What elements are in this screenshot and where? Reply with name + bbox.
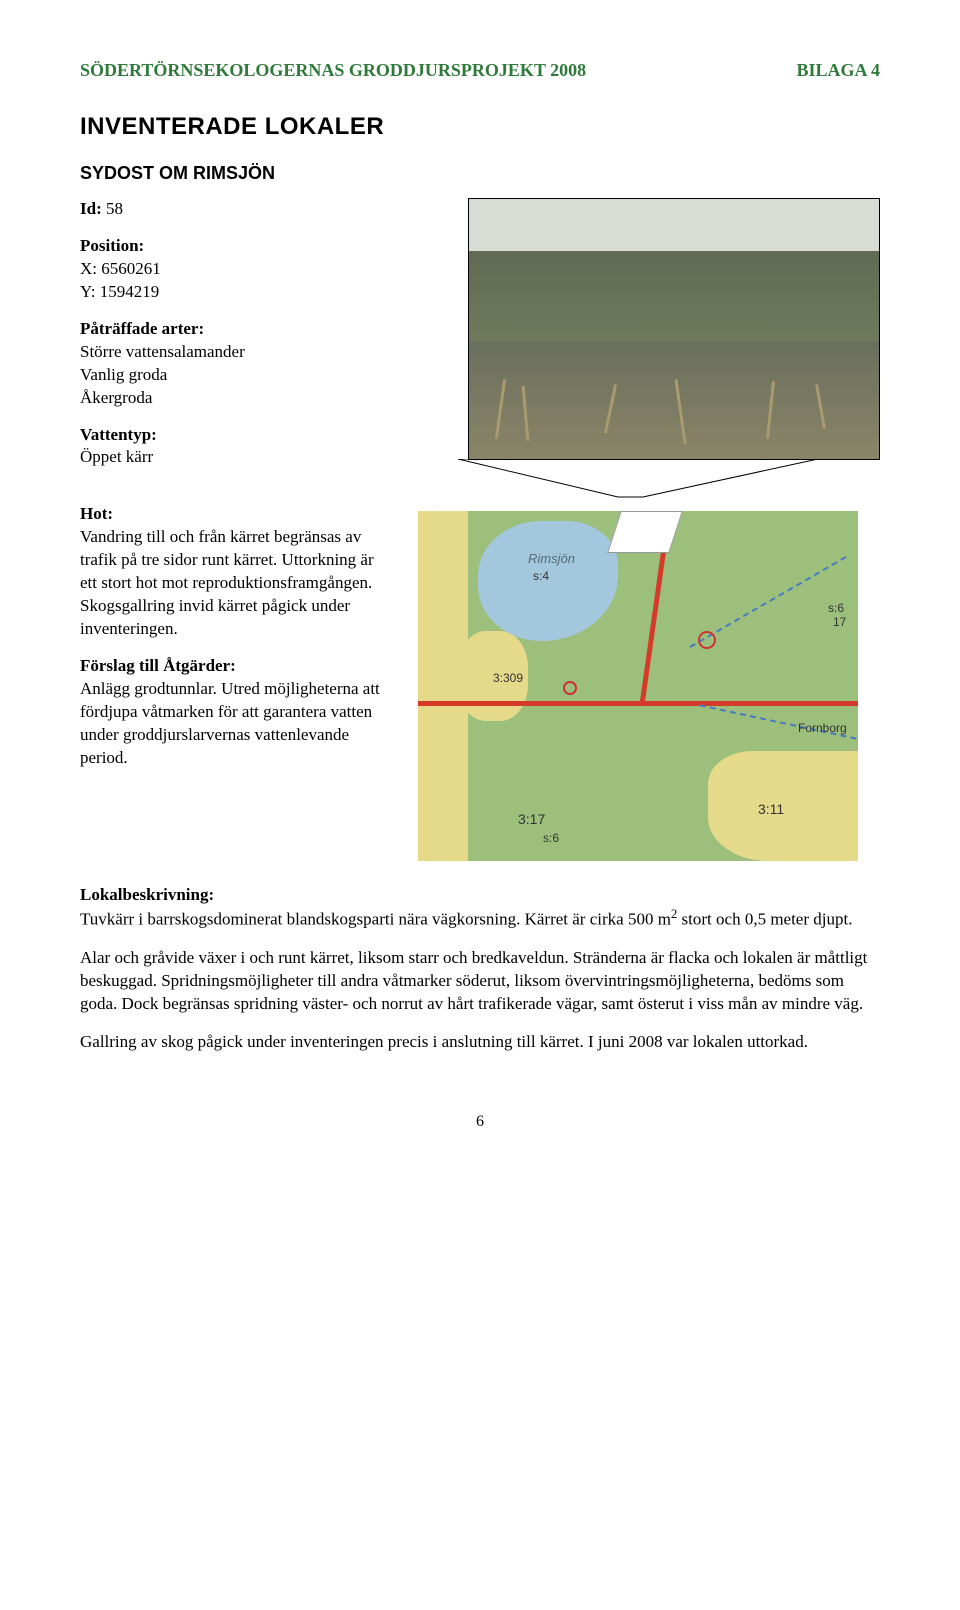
actions-block: Förslag till Åtgärder: Anlägg grodtunnla… bbox=[80, 655, 390, 770]
threat-text: Vandring till och från kärret begränsas … bbox=[80, 527, 374, 638]
content-columns: Id: 58 Position: X: 6560261 Y: 1594219 P… bbox=[80, 198, 880, 861]
page-header: SÖDERTÖRNSEKOLOGERNAS GRODDJURSPROJEKT 2… bbox=[80, 60, 880, 81]
callout-wedge bbox=[418, 459, 858, 499]
left-column: Id: 58 Position: X: 6560261 Y: 1594219 P… bbox=[80, 198, 390, 861]
map-num-tr2: 17 bbox=[833, 615, 846, 629]
watertype-block: Vattentyp: Öppet kärr bbox=[80, 424, 390, 470]
header-left: SÖDERTÖRNSEKOLOGERNAS GRODDJURSPROJEKT 2… bbox=[80, 60, 586, 81]
map-num-br: 3:11 bbox=[758, 801, 784, 817]
description-p1a: Tuvkärr i barrskogsdominerat blandskogsp… bbox=[80, 910, 671, 929]
species-item: Större vattensalamander bbox=[80, 341, 390, 364]
right-column: Rimsjön s:4 3:309 3:17 s:6 3:11 Fornborg… bbox=[418, 198, 880, 861]
actions-text: Anlägg grodtunnlar. Utred möjligheterna … bbox=[80, 679, 380, 767]
page: SÖDERTÖRNSEKOLOGERNAS GRODDJURSPROJEKT 2… bbox=[0, 0, 960, 1171]
species-block: Påträffade arter: Större vattensalamande… bbox=[80, 318, 390, 410]
description-p3: Gallring av skog pågick under inventerin… bbox=[80, 1030, 880, 1053]
id-value: 58 bbox=[106, 199, 123, 218]
main-heading: INVENTERADE LOKALER bbox=[80, 113, 880, 141]
description-p1b: stort och 0,5 meter djupt. bbox=[677, 910, 852, 929]
site-map: Rimsjön s:4 3:309 3:17 s:6 3:11 Fornborg… bbox=[418, 511, 858, 861]
map-fort: Fornborg bbox=[798, 721, 847, 735]
map-num-bl-sub: s:6 bbox=[543, 831, 559, 845]
watertype-label: Vattentyp: bbox=[80, 424, 390, 447]
threat-block: Hot: Vandring till och från kärret begrä… bbox=[80, 503, 390, 641]
map-lake-label: Rimsjön bbox=[528, 551, 575, 566]
id-block: Id: 58 bbox=[80, 198, 390, 221]
map-num-tr: s:6 bbox=[828, 601, 844, 615]
id-label: Id: bbox=[80, 199, 102, 218]
description-heading: Lokalbeskrivning: bbox=[80, 885, 214, 904]
y-value: 1594219 bbox=[100, 282, 160, 301]
x-value: 6560261 bbox=[101, 259, 161, 278]
y-label: Y: bbox=[80, 282, 95, 301]
site-heading: SYDOST OM RIMSJÖN bbox=[80, 163, 880, 184]
description-p2: Alar och gråvide växer i och runt kärret… bbox=[80, 946, 880, 1016]
site-photo bbox=[468, 198, 880, 460]
map-num-bl: 3:17 bbox=[518, 811, 545, 827]
position-y: Y: 1594219 bbox=[80, 281, 390, 304]
position-block: Position: X: 6560261 Y: 1594219 bbox=[80, 235, 390, 304]
species-item: Vanlig groda bbox=[80, 364, 390, 387]
species-label: Påträffade arter: bbox=[80, 318, 390, 341]
map-lake-sub: s:4 bbox=[533, 569, 549, 583]
map-num-left: 3:309 bbox=[493, 671, 523, 685]
species-item: Åkergroda bbox=[80, 387, 390, 410]
description-section: Lokalbeskrivning: Tuvkärr i barrskogsdom… bbox=[80, 883, 880, 1053]
position-x: X: 6560261 bbox=[80, 258, 390, 281]
page-number: 6 bbox=[80, 1113, 880, 1131]
threat-label: Hot: bbox=[80, 503, 390, 526]
header-right: BILAGA 4 bbox=[796, 60, 880, 81]
x-label: X: bbox=[80, 259, 97, 278]
actions-label: Förslag till Åtgärder: bbox=[80, 655, 390, 678]
position-label: Position: bbox=[80, 235, 390, 258]
watertype-value: Öppet kärr bbox=[80, 446, 390, 469]
